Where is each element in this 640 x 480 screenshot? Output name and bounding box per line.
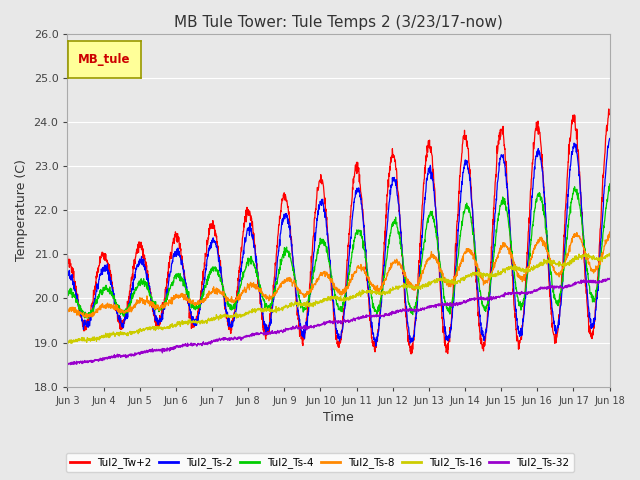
Title: MB Tule Tower: Tule Temps 2 (3/23/17-now): MB Tule Tower: Tule Temps 2 (3/23/17-now… <box>174 15 503 30</box>
Legend: Tul2_Tw+2, Tul2_Ts-2, Tul2_Ts-4, Tul2_Ts-8, Tul2_Ts-16, Tul2_Ts-32: Tul2_Tw+2, Tul2_Ts-2, Tul2_Ts-4, Tul2_Ts… <box>67 453 573 472</box>
X-axis label: Time: Time <box>323 411 354 424</box>
Y-axis label: Temperature (C): Temperature (C) <box>15 159 28 261</box>
